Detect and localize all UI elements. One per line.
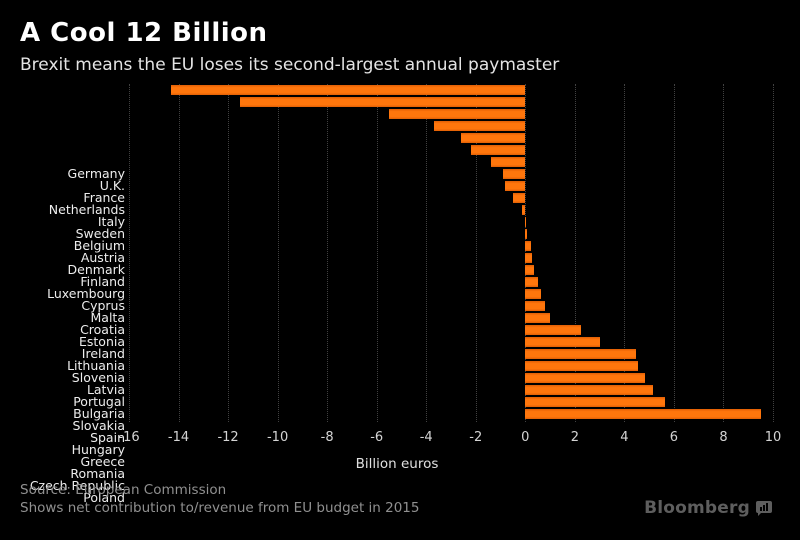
tick-label--4: -4 xyxy=(419,430,433,445)
tick-label--2: -2 xyxy=(469,430,483,445)
bar-portugal xyxy=(525,313,551,323)
category-label-france: France xyxy=(83,190,125,205)
chart-title: A Cool 12 Billion xyxy=(20,18,268,48)
bar-sweden xyxy=(470,145,526,155)
bar-germany xyxy=(171,85,526,95)
gridline--16 xyxy=(129,84,130,422)
category-label-italy: Italy xyxy=(97,214,125,229)
tick-label-6: 6 xyxy=(669,430,679,445)
bloomberg-logo: Bloomberg xyxy=(644,498,772,518)
gridline-8 xyxy=(723,84,725,422)
category-label-bulgaria: Bulgaria xyxy=(73,406,125,421)
bar-latvia xyxy=(525,301,546,311)
tick-label--10: -10 xyxy=(266,430,289,445)
bar-ireland xyxy=(525,265,534,275)
bar-greece xyxy=(525,373,646,383)
gridline--12 xyxy=(228,84,230,422)
bar-lithuania xyxy=(525,277,538,287)
x-axis-title: Billion euros xyxy=(355,456,439,472)
bar-france xyxy=(389,109,526,119)
category-label-cyprus: Cyprus xyxy=(81,298,125,313)
category-label-estonia: Estonia xyxy=(78,334,125,349)
bar-bulgaria xyxy=(525,325,582,335)
tick-label--16: -16 xyxy=(118,430,140,445)
tick-label-10: 10 xyxy=(764,430,782,445)
gridline-10 xyxy=(773,84,774,422)
bar-luxembourg xyxy=(521,205,526,215)
category-label-romania: Romania xyxy=(70,466,125,481)
category-label-belgium: Belgium xyxy=(73,238,125,253)
gridline-6 xyxy=(673,84,675,422)
bar-czech-republic xyxy=(525,397,666,407)
bar-poland xyxy=(525,409,761,419)
bloomberg-chart-icon xyxy=(756,500,772,516)
bar-malta xyxy=(525,229,528,239)
category-label-czech-republic: Czech Republic xyxy=(29,478,125,493)
bar-hungary xyxy=(525,361,638,371)
tick-label-0: 0 xyxy=(521,430,530,445)
gridline--4 xyxy=(426,84,428,422)
category-label-slovakia: Slovakia xyxy=(72,418,125,433)
bloomberg-wordmark: Bloomberg xyxy=(644,498,750,518)
note-text: Shows net contribution to/revenue from E… xyxy=(20,500,420,516)
category-label-sweden: Sweden xyxy=(75,226,125,241)
gridline--14 xyxy=(178,84,180,422)
category-label-denmark: Denmark xyxy=(67,262,125,277)
category-label-hungary: Hungary xyxy=(71,442,125,457)
bar-slovakia xyxy=(525,337,600,347)
category-label-slovenia: Slovenia xyxy=(71,370,125,385)
bar-finland xyxy=(512,193,526,203)
bar-spain xyxy=(525,349,636,359)
plot-area xyxy=(129,84,774,422)
bar-denmark xyxy=(505,181,526,191)
tick-label-8: 8 xyxy=(719,430,728,445)
category-label-u-k-: U.K. xyxy=(99,178,125,193)
category-label-spain: Spain xyxy=(90,430,125,445)
bar-slovenia xyxy=(525,289,542,299)
gridline-4 xyxy=(624,84,626,422)
gridline--2 xyxy=(475,84,477,422)
category-label-poland: Poland xyxy=(83,490,125,505)
bar-croatia xyxy=(525,241,532,251)
category-label-germany: Germany xyxy=(67,166,125,181)
bar-romania xyxy=(525,385,653,395)
chart-subtitle: Brexit means the EU loses its second-lar… xyxy=(20,55,560,75)
category-label-greece: Greece xyxy=(80,454,126,469)
tick-label--14: -14 xyxy=(167,430,190,445)
tick-label-2: 2 xyxy=(570,430,579,445)
category-label-ireland: Ireland xyxy=(81,346,125,361)
category-label-croatia: Croatia xyxy=(80,322,125,337)
category-label-netherlands: Netherlands xyxy=(48,202,125,217)
gridline-2 xyxy=(574,84,576,422)
bar-belgium xyxy=(490,157,526,167)
category-label-portugal: Portugal xyxy=(73,394,125,409)
tick-label--6: -6 xyxy=(370,430,384,445)
category-label-lithuania: Lithuania xyxy=(67,358,125,373)
gridline--10 xyxy=(277,84,279,422)
bar-u-k- xyxy=(240,97,526,107)
category-label-luxembourg: Luxembourg xyxy=(47,286,125,301)
bar-estonia xyxy=(525,253,532,263)
tick-label--8: -8 xyxy=(320,430,334,445)
tick-label--12: -12 xyxy=(217,430,239,445)
category-label-malta: Malta xyxy=(90,310,125,325)
tick-label-4: 4 xyxy=(620,430,629,445)
category-label-finland: Finland xyxy=(80,274,125,289)
bar-netherlands xyxy=(433,121,526,131)
gridline--6 xyxy=(376,84,378,422)
bar-italy xyxy=(460,133,526,143)
gridline--8 xyxy=(327,84,329,422)
bar-cyprus xyxy=(524,217,526,227)
category-label-austria: Austria xyxy=(80,250,125,265)
source-text: Source: European Commission xyxy=(20,482,227,498)
bar-chart: Germany U.K. France Netherlands Italy Sweden B… xyxy=(0,84,800,504)
category-label-latvia: Latvia xyxy=(86,382,125,397)
bar-austria xyxy=(503,169,526,179)
